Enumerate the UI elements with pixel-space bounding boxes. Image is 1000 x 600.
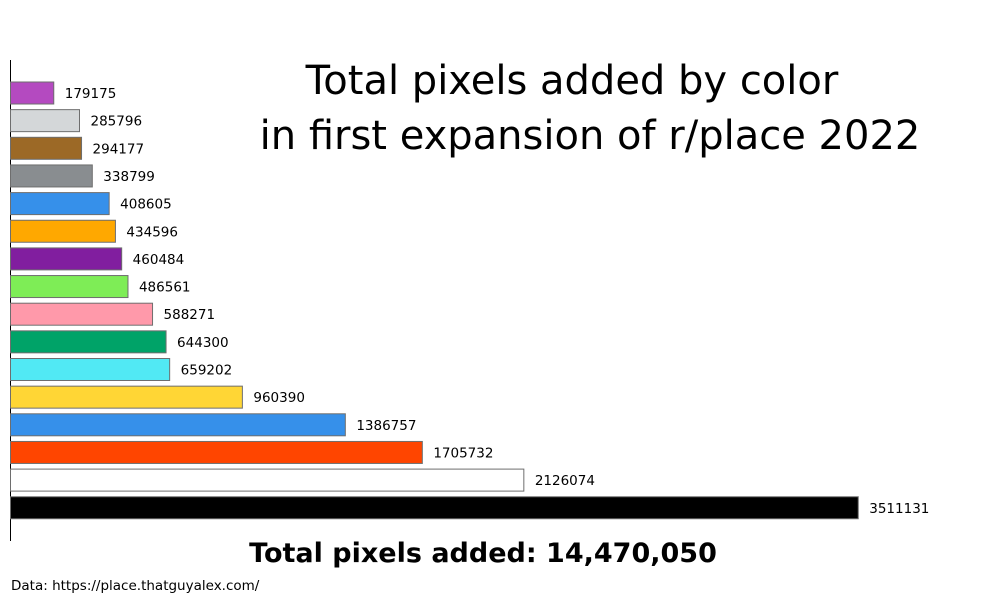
bar-value-label-14: 1705732 <box>433 445 493 461</box>
bar-value-label-3: 294177 <box>93 141 145 157</box>
bar-value-label-6: 434596 <box>126 224 178 240</box>
bar-labels-group: 179175 285796 294177 338799 408605 434596 4604… <box>65 86 930 517</box>
bar-3 <box>10 136 83 160</box>
bar-2 <box>10 109 80 133</box>
chart-title-line-2: in first expansion of r/place 2022 <box>260 113 921 159</box>
chart-title-line-1: Total pixels added by color <box>305 58 839 104</box>
bar-value-label-2: 285796 <box>91 114 143 130</box>
bars-group <box>10 81 859 520</box>
bar-value-label-10: 644300 <box>177 335 229 351</box>
bar-4 <box>10 164 93 188</box>
bar-value-label-9: 588271 <box>164 307 216 323</box>
bar-5 <box>10 192 110 216</box>
bar-12 <box>10 385 243 409</box>
total-pixels-text: Total pixels added: 14,470,050 <box>249 538 717 569</box>
bar-value-label-15: 2126074 <box>535 473 595 489</box>
bar-9 <box>10 302 154 326</box>
bar-13 <box>10 413 346 437</box>
bar-value-label-7: 460484 <box>133 252 185 268</box>
bar-6 <box>10 219 116 243</box>
bar-11 <box>10 358 171 381</box>
bar-10 <box>10 330 167 354</box>
bar-value-label-4: 338799 <box>103 169 155 185</box>
bar-14 <box>10 440 423 464</box>
data-source-text: Data: https://place.thatguyalex.com/ <box>11 578 260 594</box>
bar-value-label-16: 3511131 <box>869 501 929 517</box>
bar-16 <box>10 496 859 520</box>
bar-15 <box>10 468 525 492</box>
bar-value-label-12: 960390 <box>253 390 305 406</box>
bar-value-label-8: 486561 <box>139 280 191 296</box>
bar-8 <box>10 275 129 299</box>
bar-value-label-13: 1386757 <box>356 418 416 434</box>
bar-1 <box>10 81 55 105</box>
bar-value-label-5: 408605 <box>120 197 172 213</box>
bar-7 <box>10 247 123 271</box>
bar-value-label-11: 659202 <box>181 363 233 379</box>
bar-value-label-1: 179175 <box>65 86 117 102</box>
